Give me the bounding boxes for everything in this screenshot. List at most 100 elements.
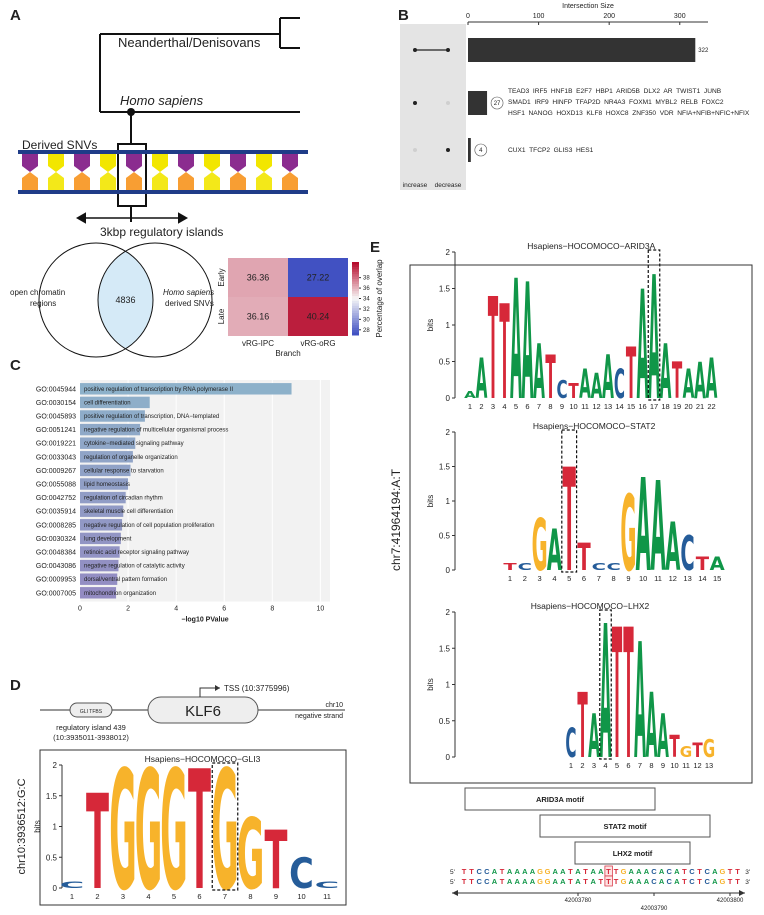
- colorbar-step: [352, 283, 359, 287]
- cell-label: 36.16: [247, 312, 270, 322]
- panel-label: E: [370, 239, 380, 256]
- colorbar-step: [352, 293, 359, 297]
- motif-label: ARID3A motif: [536, 795, 585, 804]
- logo-letter: A: [648, 242, 660, 439]
- base: T: [728, 877, 733, 886]
- colorbar-step: [352, 308, 359, 312]
- island-label: regulatory island 439: [56, 723, 126, 732]
- base: [256, 154, 272, 172]
- x-axis-label: Branch: [275, 349, 300, 358]
- bar: [80, 491, 126, 504]
- arrow-head: [75, 212, 189, 224]
- position-label: 1: [508, 574, 512, 583]
- base: C: [666, 877, 672, 886]
- logo-letter: G: [160, 736, 188, 915]
- bar-label: 27: [494, 101, 501, 107]
- panel-label: C: [10, 357, 21, 374]
- bar-label: 322: [698, 48, 709, 54]
- base: T: [599, 877, 604, 886]
- position-label: 9: [560, 402, 564, 411]
- colorbar-step: [352, 320, 359, 324]
- base: [22, 154, 38, 172]
- heat-cell: [228, 258, 288, 297]
- base: A: [575, 867, 581, 876]
- base: A: [522, 867, 528, 876]
- tss-arrow: [199, 687, 220, 697]
- base: [282, 172, 298, 190]
- bar-term: positive regulation of transcription by …: [84, 387, 233, 393]
- base: G: [621, 877, 627, 886]
- logo-letter: A: [579, 362, 591, 408]
- base: C: [689, 877, 695, 886]
- position-label: 6: [525, 402, 529, 411]
- y-tick-label: 2: [53, 761, 58, 770]
- dna-ladder: [18, 150, 308, 194]
- logo-letter: T: [669, 729, 679, 764]
- logo-letter: A: [591, 367, 603, 407]
- base: [256, 172, 272, 190]
- position-label: 4: [146, 892, 150, 901]
- position-label: 10: [639, 574, 647, 583]
- colorbar-step: [352, 330, 359, 334]
- bar-term: dorsal/ventral pattern formation: [84, 577, 167, 583]
- position-label: 10: [297, 892, 305, 901]
- logo-letter: C: [565, 721, 576, 767]
- logo-letter: A: [464, 389, 476, 401]
- highlight-box: [211, 762, 239, 891]
- y-tick-label: 1.5: [439, 463, 451, 472]
- position-label: 8: [248, 892, 252, 901]
- chrom-label: chr10: [325, 702, 343, 709]
- bar: [80, 437, 136, 449]
- bar-term: positive regulation of transcription, DN…: [84, 414, 219, 420]
- base: T: [735, 867, 740, 876]
- position-label: 14: [615, 402, 623, 411]
- bar: [468, 138, 471, 162]
- position-label: 3: [491, 402, 495, 411]
- x-tick-label: 200: [603, 13, 615, 20]
- bar-term: cell differentiation: [84, 400, 131, 406]
- bar: [80, 451, 133, 463]
- base: A: [492, 867, 498, 876]
- base: [48, 172, 64, 190]
- y-tick-label: 0: [446, 753, 451, 762]
- colorbar-step: [352, 271, 359, 275]
- logo-letter: A: [476, 348, 488, 412]
- colorbar-step: [352, 310, 359, 314]
- venn-overlap: [98, 243, 153, 357]
- bar-term: negative regulation of catalytic activit…: [84, 564, 185, 570]
- base: T: [697, 877, 702, 886]
- position-label: 4: [552, 574, 556, 583]
- logo-letter: C: [614, 362, 625, 408]
- strand-end: 5': [450, 879, 455, 886]
- y-tick-label: 0: [53, 884, 58, 893]
- logo-letter: T: [86, 767, 109, 915]
- logo-letter: A: [694, 352, 706, 410]
- cell-label: 40.24: [307, 312, 330, 322]
- logo-letter: C: [518, 561, 532, 572]
- position-label: 2: [479, 402, 483, 411]
- base: T: [697, 867, 702, 876]
- position-label: 17: [650, 402, 658, 411]
- set-dot: [413, 148, 417, 152]
- bar: [80, 383, 292, 395]
- highlight-box: [647, 249, 661, 401]
- logo-letter: T: [672, 352, 682, 410]
- base: A: [492, 877, 498, 886]
- colorbar-step: [352, 264, 359, 268]
- coord-label: 42003790: [641, 906, 668, 912]
- bar-term: retinoic acid receptor signaling pathway: [84, 550, 189, 556]
- base: C: [484, 867, 490, 876]
- y-tick-label: 1: [446, 681, 451, 690]
- bar-term: regulation of organelle organization: [84, 455, 178, 461]
- base: G: [537, 877, 543, 886]
- archaic-label: Neanderthal/Denisovans: [118, 35, 261, 50]
- colorbar-step: [352, 281, 359, 285]
- position-label: 10: [569, 402, 577, 411]
- strand-end: 5': [450, 869, 455, 876]
- position-label: 5: [172, 892, 176, 901]
- logo-letter: G: [135, 736, 163, 915]
- islands-label: 3kbp regulatory islands: [100, 225, 223, 239]
- base: T: [469, 867, 474, 876]
- heat-cell: [228, 297, 288, 336]
- col-label: vRG-IPC: [242, 339, 274, 348]
